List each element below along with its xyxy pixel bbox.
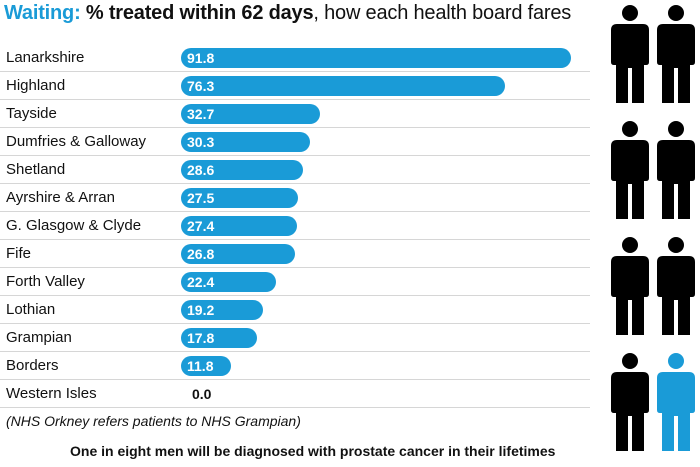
row-divider [0, 155, 590, 156]
category-label: Grampian [6, 329, 72, 346]
value-label: 17.8 [187, 330, 215, 346]
bar-row: Shetland 28.6 [0, 156, 590, 184]
bar-row: Tayside 32.7 [0, 100, 590, 128]
row-divider [0, 323, 590, 324]
row-divider [0, 71, 590, 72]
bar-row: Lothian 19.2 [0, 296, 590, 324]
title-rest: , how each health board fares [313, 2, 572, 24]
value-label: 27.5 [187, 190, 215, 206]
category-label: Western Isles [6, 385, 97, 402]
bar [181, 300, 263, 320]
bar [181, 356, 232, 376]
row-divider [0, 351, 590, 352]
category-label: Borders [6, 357, 59, 374]
category-label: Fife [6, 245, 32, 262]
bar [181, 272, 277, 292]
category-label: Highland [6, 77, 66, 94]
bar [181, 104, 320, 124]
bar-row: Dumfries & Galloway 30.3 [0, 128, 590, 156]
category-label: Lothian [6, 301, 56, 318]
value-label: 19.2 [187, 302, 215, 318]
bar-row: Borders 11.8 [0, 352, 590, 380]
value-label: 26.8 [187, 246, 215, 262]
value-label: 27.4 [187, 218, 215, 234]
bar-row: Fife 26.8 [0, 240, 590, 268]
footnote: (NHS Orkney refers patients to NHS Gramp… [6, 413, 301, 429]
man-figure-icon [654, 236, 698, 336]
man-figure-highlighted-icon [654, 352, 698, 452]
value-label: 11.8 [187, 358, 214, 374]
pictogram [598, 0, 700, 467]
bar-row: Lanarkshire 91.8 [0, 44, 590, 72]
row-divider [0, 295, 590, 296]
category-label: Tayside [6, 105, 57, 122]
category-label: Dumfries & Galloway [6, 133, 147, 150]
man-figure-icon [608, 4, 652, 104]
bar [181, 328, 257, 348]
bar-row: G. Glasgow & Clyde 27.4 [0, 212, 590, 240]
chart-title: Waiting: % treated within 62 days, how e… [4, 2, 571, 25]
man-figure-icon [608, 352, 652, 452]
bar [181, 160, 303, 180]
category-label: Ayrshire & Arran [6, 189, 115, 206]
value-label: 22.4 [187, 274, 215, 290]
row-divider [0, 407, 590, 408]
row-divider [0, 127, 590, 128]
bar [181, 132, 310, 152]
row-divider [0, 99, 590, 100]
bar [181, 244, 295, 264]
man-figure-icon [608, 120, 652, 220]
value-label: 76.3 [187, 78, 215, 94]
category-label: G. Glasgow & Clyde [6, 217, 142, 234]
row-divider [0, 379, 590, 380]
title-bold: % treated within 62 days [85, 2, 314, 24]
row-divider [0, 183, 590, 184]
bar [181, 216, 298, 236]
bar [181, 76, 506, 96]
man-figure-icon [654, 4, 698, 104]
bar [181, 48, 571, 68]
man-figure-icon [654, 120, 698, 220]
row-divider [0, 239, 590, 240]
value-label: 91.8 [187, 50, 215, 66]
row-divider [0, 211, 590, 212]
value-label: 30.3 [187, 134, 215, 150]
category-label: Shetland [6, 161, 66, 178]
caption: One in eight men will be diagnosed with … [70, 443, 556, 459]
title-accent: Waiting: [4, 2, 81, 24]
category-label: Lanarkshire [6, 49, 85, 66]
bar-row: Western Isles 0.0 [0, 380, 590, 408]
category-label: Forth Valley [6, 273, 85, 290]
value-label: 28.6 [187, 162, 215, 178]
bar-row: Ayrshire & Arran 27.5 [0, 184, 590, 212]
row-divider [0, 267, 590, 268]
man-figure-icon [608, 236, 652, 336]
bar-row: Forth Valley 22.4 [0, 268, 590, 296]
bar-row: Highland 76.3 [0, 72, 590, 100]
bar [181, 188, 298, 208]
value-label: 0.0 [192, 386, 212, 402]
bar-row: Grampian 17.8 [0, 324, 590, 352]
value-label: 32.7 [187, 106, 215, 122]
